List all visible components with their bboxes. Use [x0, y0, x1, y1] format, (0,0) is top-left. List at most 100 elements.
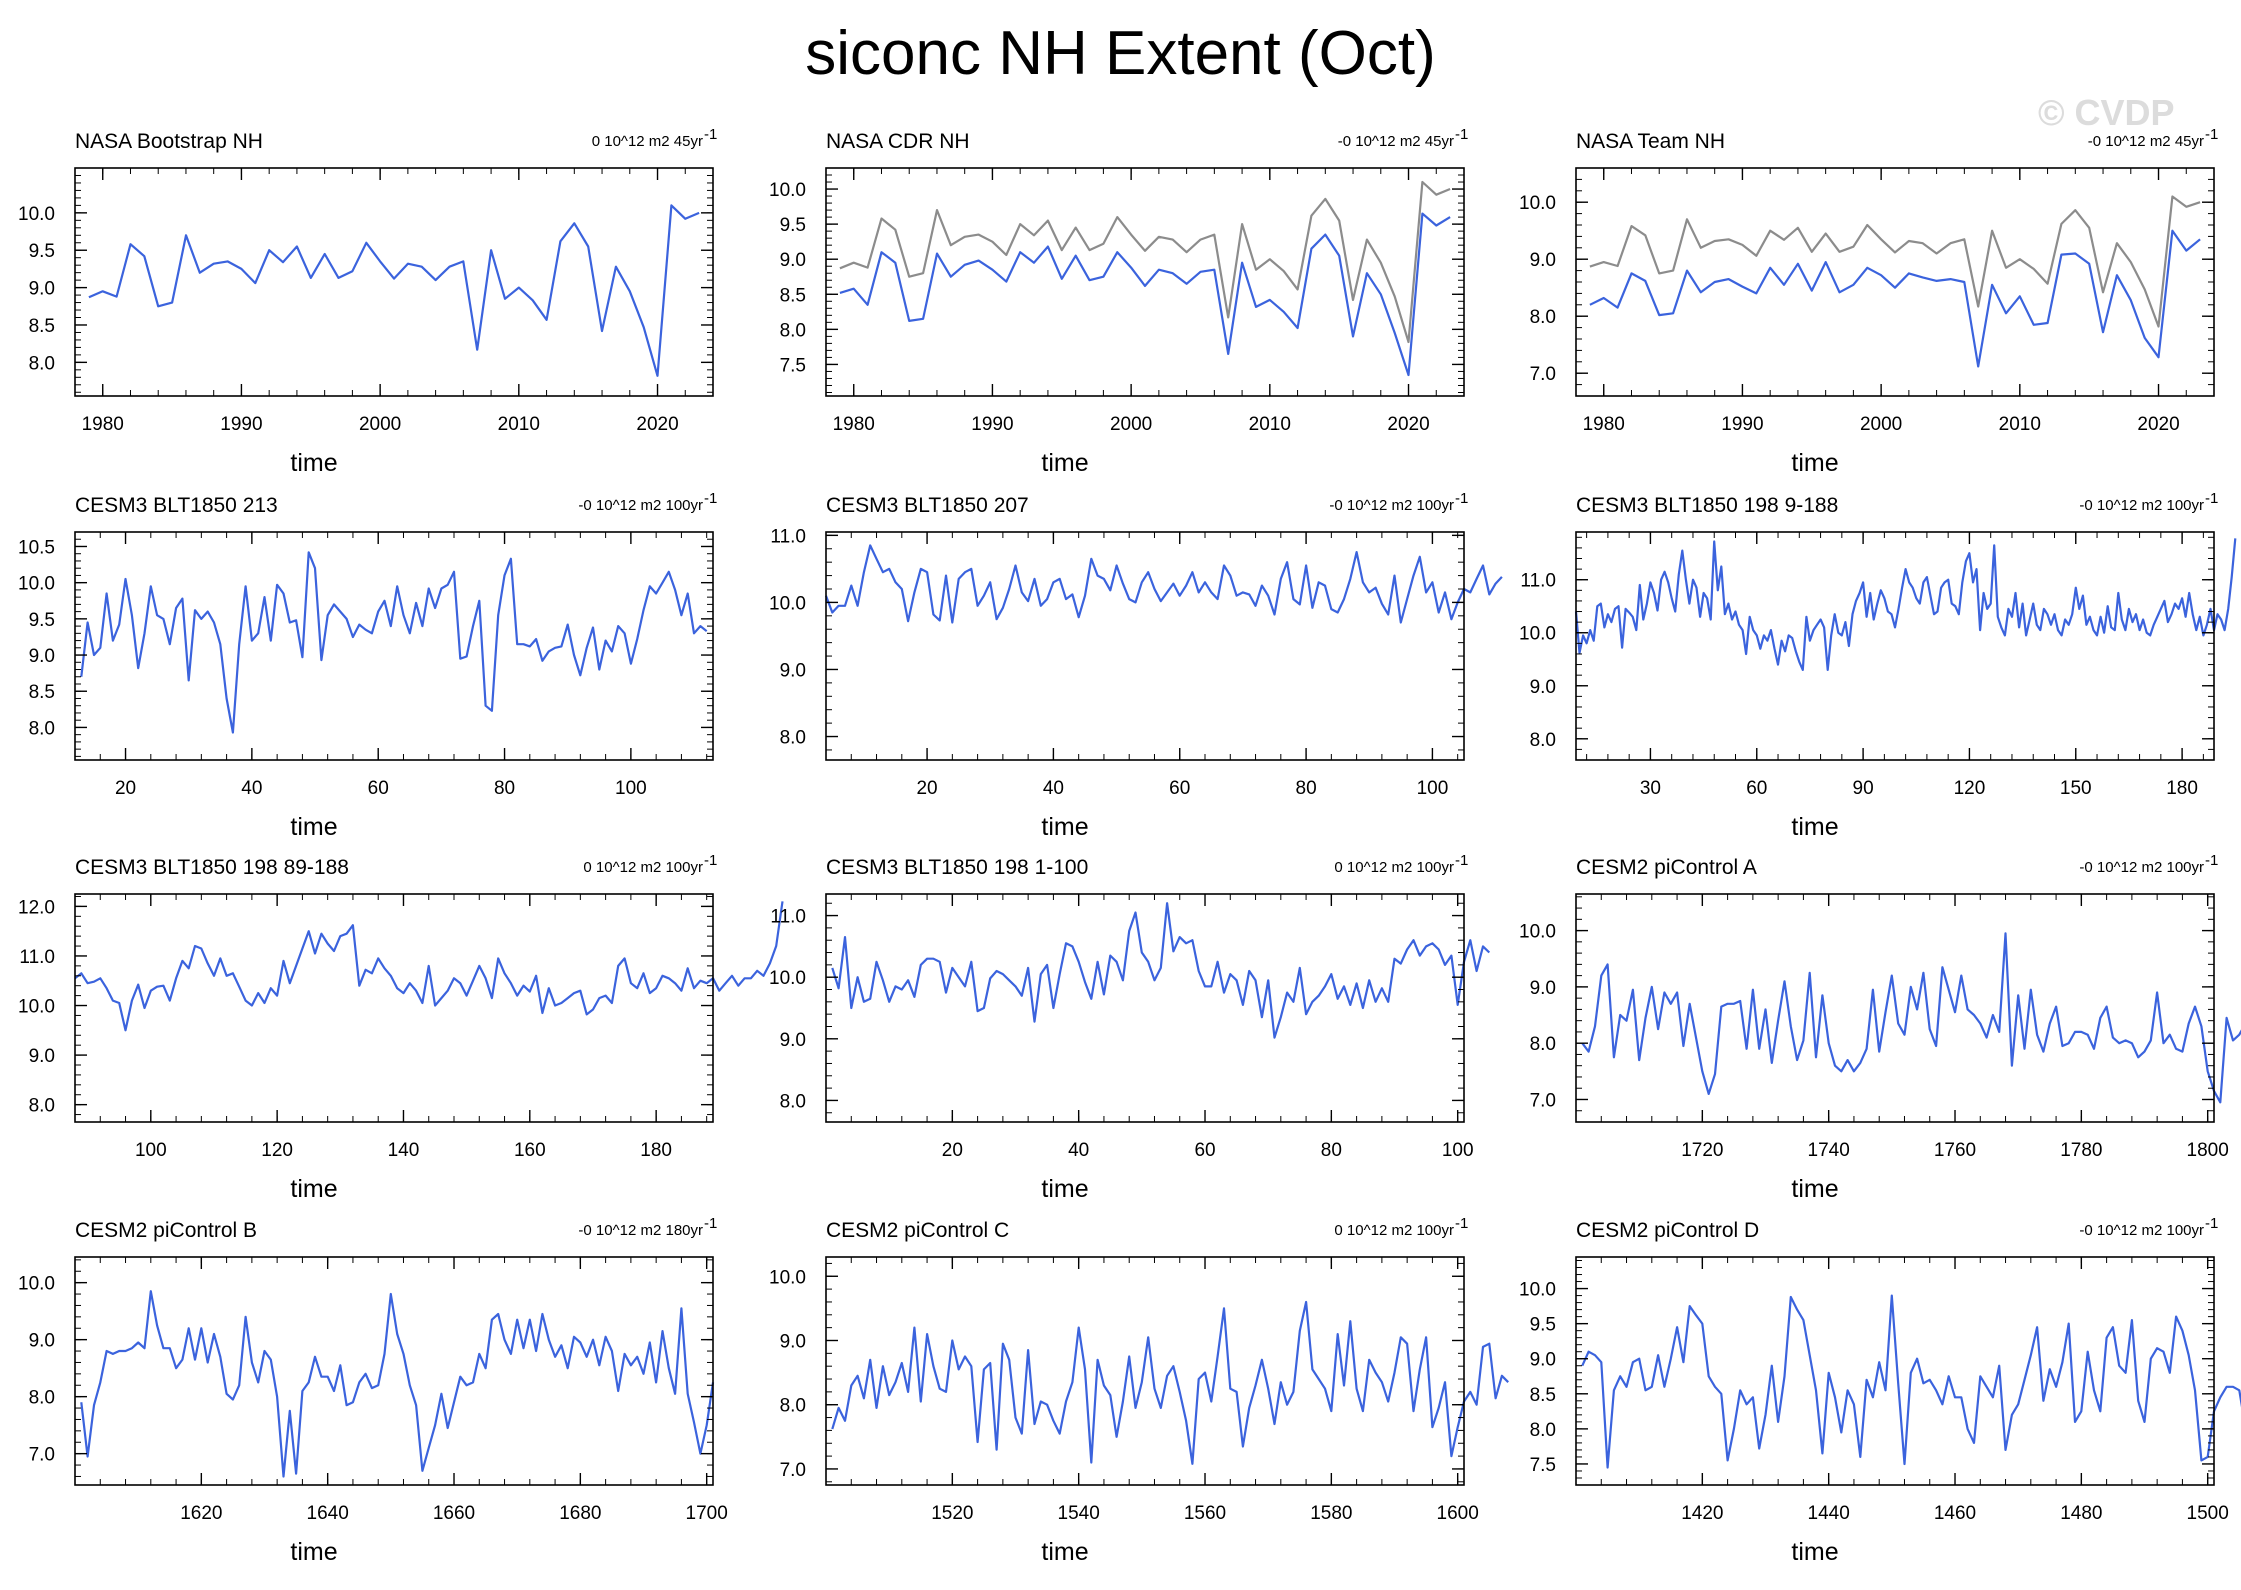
- x-tick-label: 1740: [1808, 1140, 1850, 1161]
- x-tick-label: 120: [261, 1140, 293, 1161]
- y-tick-label: 9.5: [1530, 1315, 1556, 1336]
- series-line-1: [80, 1290, 715, 1478]
- x-tick-label: 100: [1417, 778, 1449, 799]
- y-tick-label: 12.0: [18, 897, 55, 918]
- x-tick-label: 40: [241, 778, 262, 799]
- y-tick-label: 8.5: [780, 285, 806, 306]
- x-axis-label: time: [1041, 813, 1088, 841]
- y-tick-label: 11.0: [1520, 571, 1556, 592]
- x-tick-label: 1640: [307, 1503, 349, 1524]
- trend-exponent: -1: [1455, 126, 1468, 143]
- plot-frame: [74, 893, 714, 1123]
- x-tick-label: 2020: [2137, 414, 2179, 435]
- plot-frame: [825, 167, 1465, 397]
- trend-exponent: -1: [704, 126, 717, 143]
- y-tick-label: 10.0: [1519, 624, 1556, 645]
- x-tick-label: 40: [1043, 778, 1064, 799]
- panel-title: CESM3 BLT1850 198 9-188: [1576, 494, 1838, 517]
- trend-label: -0 10^12 m2 45yr: [1338, 133, 1454, 150]
- y-tick-label: 8.5: [29, 682, 55, 703]
- x-axis-label: time: [1041, 1538, 1088, 1566]
- x-tick-label: 20: [942, 1140, 963, 1161]
- x-tick-label: 180: [640, 1140, 672, 1161]
- panel-7: CESM3 BLT1850 198 89-188 0 10^12 m2 100yr…: [18, 852, 784, 1203]
- x-tick-label: 1980: [833, 414, 875, 435]
- panel-title: CESM3 BLT1850 207: [826, 494, 1029, 517]
- panel-5: CESM3 BLT1850 207 -0 10^12 m2 100yr -1 20 40…: [769, 490, 1503, 841]
- x-axis-label: time: [1041, 1175, 1088, 1203]
- x-tick-label: 1800: [2187, 1140, 2229, 1161]
- panel-8: CESM3 BLT1850 198 1-100 0 10^12 m2 100yr -…: [769, 852, 1491, 1203]
- y-tick-label: 10.0: [18, 1274, 55, 1295]
- trend-exponent: -1: [1455, 1215, 1468, 1232]
- x-tick-label: 120: [1954, 778, 1986, 799]
- y-tick-label: 10.0: [18, 204, 55, 225]
- x-tick-label: 2000: [1860, 414, 1902, 435]
- y-tick-label: 7.5: [780, 355, 806, 376]
- x-tick-label: 2000: [359, 414, 401, 435]
- x-tick-label: 2020: [1387, 414, 1429, 435]
- x-axis-label: time: [1791, 1538, 1838, 1566]
- trend-label: -0 10^12 m2 100yr: [2079, 859, 2204, 876]
- y-tick-label: 9.0: [780, 1030, 806, 1051]
- series-line-1: [80, 551, 708, 734]
- plot-frame: [1575, 1256, 2215, 1486]
- y-tick-label: 9.0: [29, 279, 55, 300]
- plot-frame: [74, 531, 714, 761]
- x-tick-label: 60: [1169, 778, 1190, 799]
- y-tick-label: 8.0: [780, 728, 806, 749]
- x-tick-label: 1680: [559, 1503, 601, 1524]
- trend-label: -0 10^12 m2 100yr: [578, 497, 703, 514]
- x-tick-label: 1760: [1934, 1140, 1976, 1161]
- y-tick-label: 10.0: [18, 997, 55, 1018]
- trend-label: -0 10^12 m2 180yr: [578, 1222, 703, 1239]
- trend-exponent: -1: [1455, 852, 1468, 869]
- y-tick-label: 7.0: [29, 1445, 55, 1466]
- y-tick-label: 9.5: [29, 241, 55, 262]
- x-tick-label: 1980: [1583, 414, 1625, 435]
- series-line-1: [1581, 932, 2241, 1104]
- trend-exponent: -1: [2205, 1215, 2218, 1232]
- y-tick-label: 8.0: [1530, 1034, 1556, 1055]
- panel-3: NASA Team NH -0 10^12 m2 45yr -1 1980 1990 20…: [1519, 126, 2218, 477]
- x-tick-label: 100: [135, 1140, 167, 1161]
- y-tick-label: 9.0: [780, 660, 806, 681]
- x-tick-label: 1620: [180, 1503, 222, 1524]
- y-tick-label: 10.0: [1519, 922, 1556, 943]
- y-tick-label: 8.5: [29, 316, 55, 337]
- panel-12: CESM2 piControl D -0 10^12 m2 100yr -1 1420…: [1519, 1215, 2241, 1566]
- panel-title: CESM3 BLT1850 198 1-100: [826, 856, 1088, 879]
- x-tick-label: 60: [368, 778, 389, 799]
- series-line-1: [1581, 1294, 2241, 1469]
- x-tick-label: 2010: [498, 414, 540, 435]
- x-tick-label: 1540: [1058, 1503, 1100, 1524]
- trend-exponent: -1: [704, 490, 717, 507]
- x-tick-label: 100: [615, 778, 647, 799]
- y-tick-label: 9.0: [780, 1331, 806, 1352]
- x-tick-label: 1560: [1184, 1503, 1226, 1524]
- series-line-1: [1589, 195, 2201, 328]
- x-axis-label: time: [1791, 449, 1838, 477]
- y-tick-label: 8.0: [29, 353, 55, 374]
- series-line-1: [74, 901, 784, 1032]
- trend-exponent: -1: [2205, 852, 2218, 869]
- panel-4: CESM3 BLT1850 213 -0 10^12 m2 100yr -1 20 40…: [18, 490, 717, 841]
- panel-title: CESM2 piControl C: [826, 1219, 1009, 1242]
- plot-frame: [74, 1256, 714, 1486]
- x-tick-label: 1990: [1721, 414, 1763, 435]
- y-tick-label: 8.0: [29, 1096, 55, 1117]
- series-line-1: [839, 180, 1451, 344]
- trend-label: 0 10^12 m2 100yr: [1334, 1222, 1454, 1239]
- y-tick-label: 8.0: [29, 1388, 55, 1409]
- series-line-1: [831, 902, 1491, 1039]
- y-tick-label: 8.0: [1530, 1420, 1556, 1441]
- series-line-1: [1574, 538, 2237, 672]
- x-tick-label: 150: [2060, 778, 2092, 799]
- x-axis-label: time: [290, 1538, 337, 1566]
- x-axis-label: time: [1791, 1175, 1838, 1203]
- y-tick-label: 9.0: [780, 250, 806, 271]
- y-tick-label: 8.0: [780, 1396, 806, 1417]
- panel-1: NASA Bootstrap NH 0 10^12 m2 45yr -1 1980 19…: [18, 126, 717, 477]
- x-tick-label: 1720: [1681, 1140, 1723, 1161]
- y-tick-label: 11.0: [19, 947, 55, 968]
